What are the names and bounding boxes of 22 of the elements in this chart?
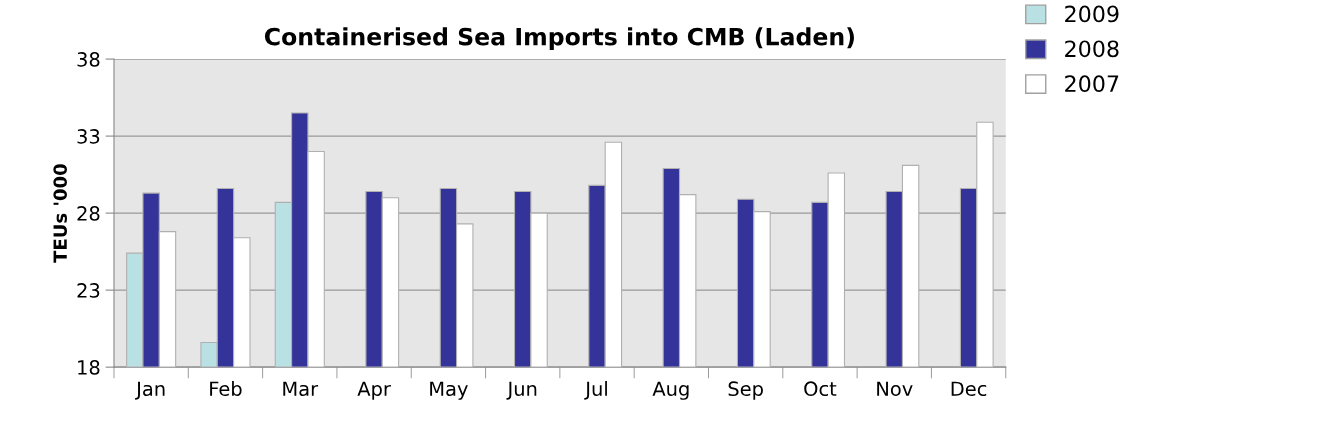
x-tick-label: May [430,381,468,400]
x-tick-label: Jun [506,381,537,400]
x-tick-label: Oct [804,381,837,397]
legend-label: 2008 [1065,40,1119,58]
y-tick-label: 38 [77,52,100,67]
y-tick-label: 18 [78,360,100,375]
x-tick-label: Apr [357,381,391,400]
legend-label: 2009 [1065,5,1119,23]
y-tick-label: 28 [77,206,100,221]
x-tick-label: Mar [283,381,319,397]
x-tick-label: Nov [877,381,913,397]
x-tick-label: Sep [728,381,763,400]
chart-title: Containerised Sea Imports into CMB (Laden) [264,27,854,51]
legend-label: 2007 [1065,75,1119,93]
x-tick-label: Jan [135,381,165,400]
y-tick-label: 33 [77,129,100,144]
y-tick-label: 23 [77,283,100,298]
x-tick-label: Dec [951,381,987,397]
x-tick-label: Aug [652,381,689,400]
x-tick-label: Feb [210,381,242,397]
y-axis-title: TEUs '000 [53,164,67,263]
x-tick-label: Jul [584,381,607,400]
